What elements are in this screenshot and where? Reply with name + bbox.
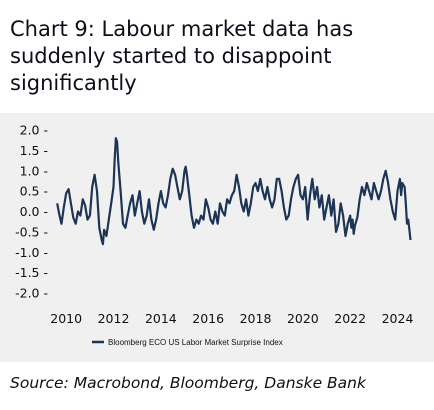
x-tick-label: 2012 <box>98 311 130 326</box>
chart-title: Chart 9: Labour market data has suddenly… <box>10 17 354 95</box>
y-tick-label: -1.0 - <box>15 245 48 260</box>
chart-panel <box>0 113 434 362</box>
y-tick-label: 0.5 - <box>20 184 48 199</box>
y-tick-label: 2.0 - <box>20 123 48 138</box>
y-axis: 2.0 - 1.5 - 1.0 - 0.5 - 0.0 - -0.5 - -1.0 - -1.… <box>15 123 48 301</box>
series-layer <box>56 137 412 246</box>
x-tick-label: 2014 <box>145 311 177 326</box>
x-tick-label: 2018 <box>240 311 272 326</box>
series-line <box>56 137 412 246</box>
x-axis: 2010 2012 2014 2016 2018 2020 2022 2024 <box>50 311 413 326</box>
y-tick-label: -0.5 - <box>15 224 48 239</box>
y-tick-label: -1.5 - <box>15 265 48 280</box>
y-tick-label: 1.5 - <box>20 143 48 158</box>
line-chart: 2.0 - 1.5 - 1.0 - 0.5 - 0.0 - -0.5 - -1.0 - -1.… <box>15 123 413 348</box>
source-note: Source: Macrobond, Bloomberg, Danske Ban… <box>10 374 366 392</box>
x-tick-label: 2016 <box>192 311 224 326</box>
y-tick-label: 1.0 - <box>20 163 48 178</box>
x-tick-label: 2022 <box>334 311 366 326</box>
y-tick-label: -2.0 - <box>15 286 48 301</box>
x-tick-label: 2010 <box>50 311 82 326</box>
x-tick-label: 2020 <box>287 311 319 326</box>
legend-label: Bloomberg ECO US Labor Market Surprise I… <box>108 338 283 347</box>
legend: Bloomberg ECO US Labor Market Surprise I… <box>92 338 283 347</box>
y-tick-label: 0.0 - <box>20 204 48 219</box>
x-tick-label: 2024 <box>382 311 414 326</box>
